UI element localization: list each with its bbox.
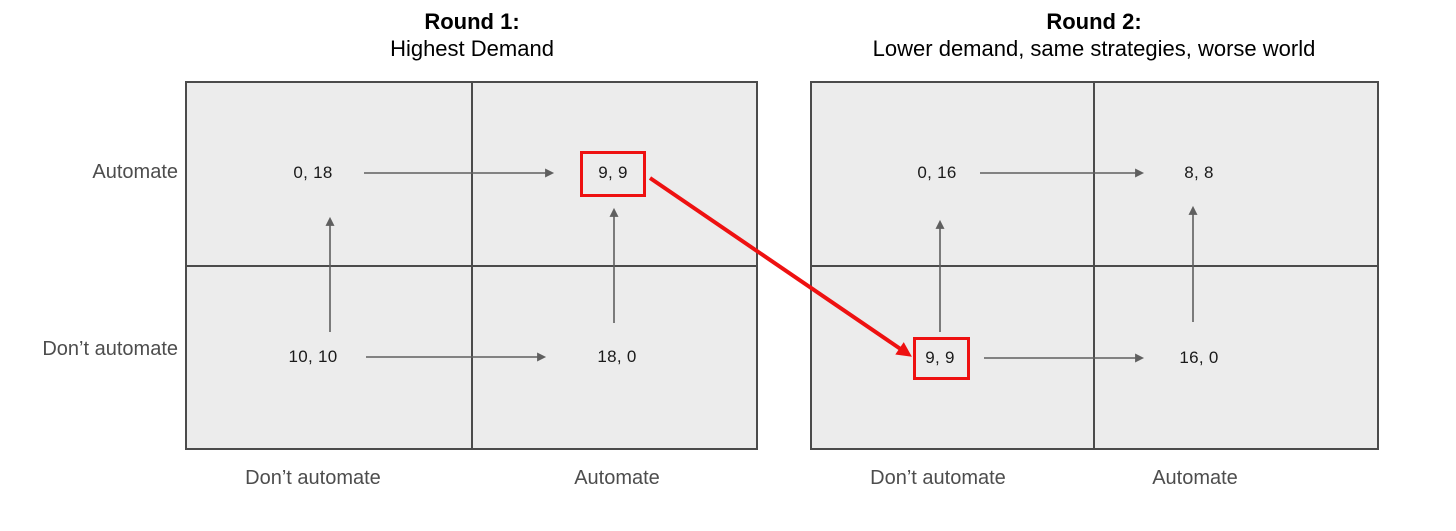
round1-payoff-bottom-left: 10, 10 — [288, 347, 338, 366]
round1-payoff-top-left: 0, 18 — [293, 163, 333, 182]
round2-payoff-top-left: 0, 16 — [917, 163, 957, 182]
round2-payoff-bottom-left: 9, 9 — [925, 348, 955, 367]
round2-title: Round 2: — [1046, 9, 1142, 34]
round2-matrix — [810, 81, 1379, 450]
round2-column-label-automate: Automate — [1152, 467, 1238, 489]
round1-payoff-bottom-right: 18, 0 — [597, 347, 637, 366]
round2-column-label-dont-automate: Don’t automate — [870, 467, 1006, 489]
row-label-automate: Automate — [92, 161, 178, 183]
round1-subtitle: Highest Demand — [390, 36, 554, 61]
round1-row-divider — [187, 265, 756, 267]
round2-payoff-top-right: 8, 8 — [1184, 163, 1214, 182]
round1-column-label-automate: Automate — [574, 467, 660, 489]
round1-column-label-dont-automate: Don’t automate — [245, 467, 381, 489]
round2-payoff-bottom-right: 16, 0 — [1179, 348, 1219, 367]
round1-title-block: Round 1: Highest Demand — [222, 9, 722, 62]
round2-row-divider — [812, 265, 1377, 267]
round1-payoff-top-right: 9, 9 — [598, 163, 628, 182]
round1-title: Round 1: — [424, 9, 520, 34]
round1-equilibrium-highlight-box — [580, 151, 646, 197]
row-label-dont-automate: Don’t automate — [42, 338, 178, 360]
round1-matrix — [185, 81, 758, 450]
round2-equilibrium-highlight-box — [913, 337, 970, 380]
round2-title-block: Round 2: Lower demand, same strategies, … — [794, 9, 1394, 62]
round2-subtitle: Lower demand, same strategies, worse wor… — [872, 36, 1316, 61]
